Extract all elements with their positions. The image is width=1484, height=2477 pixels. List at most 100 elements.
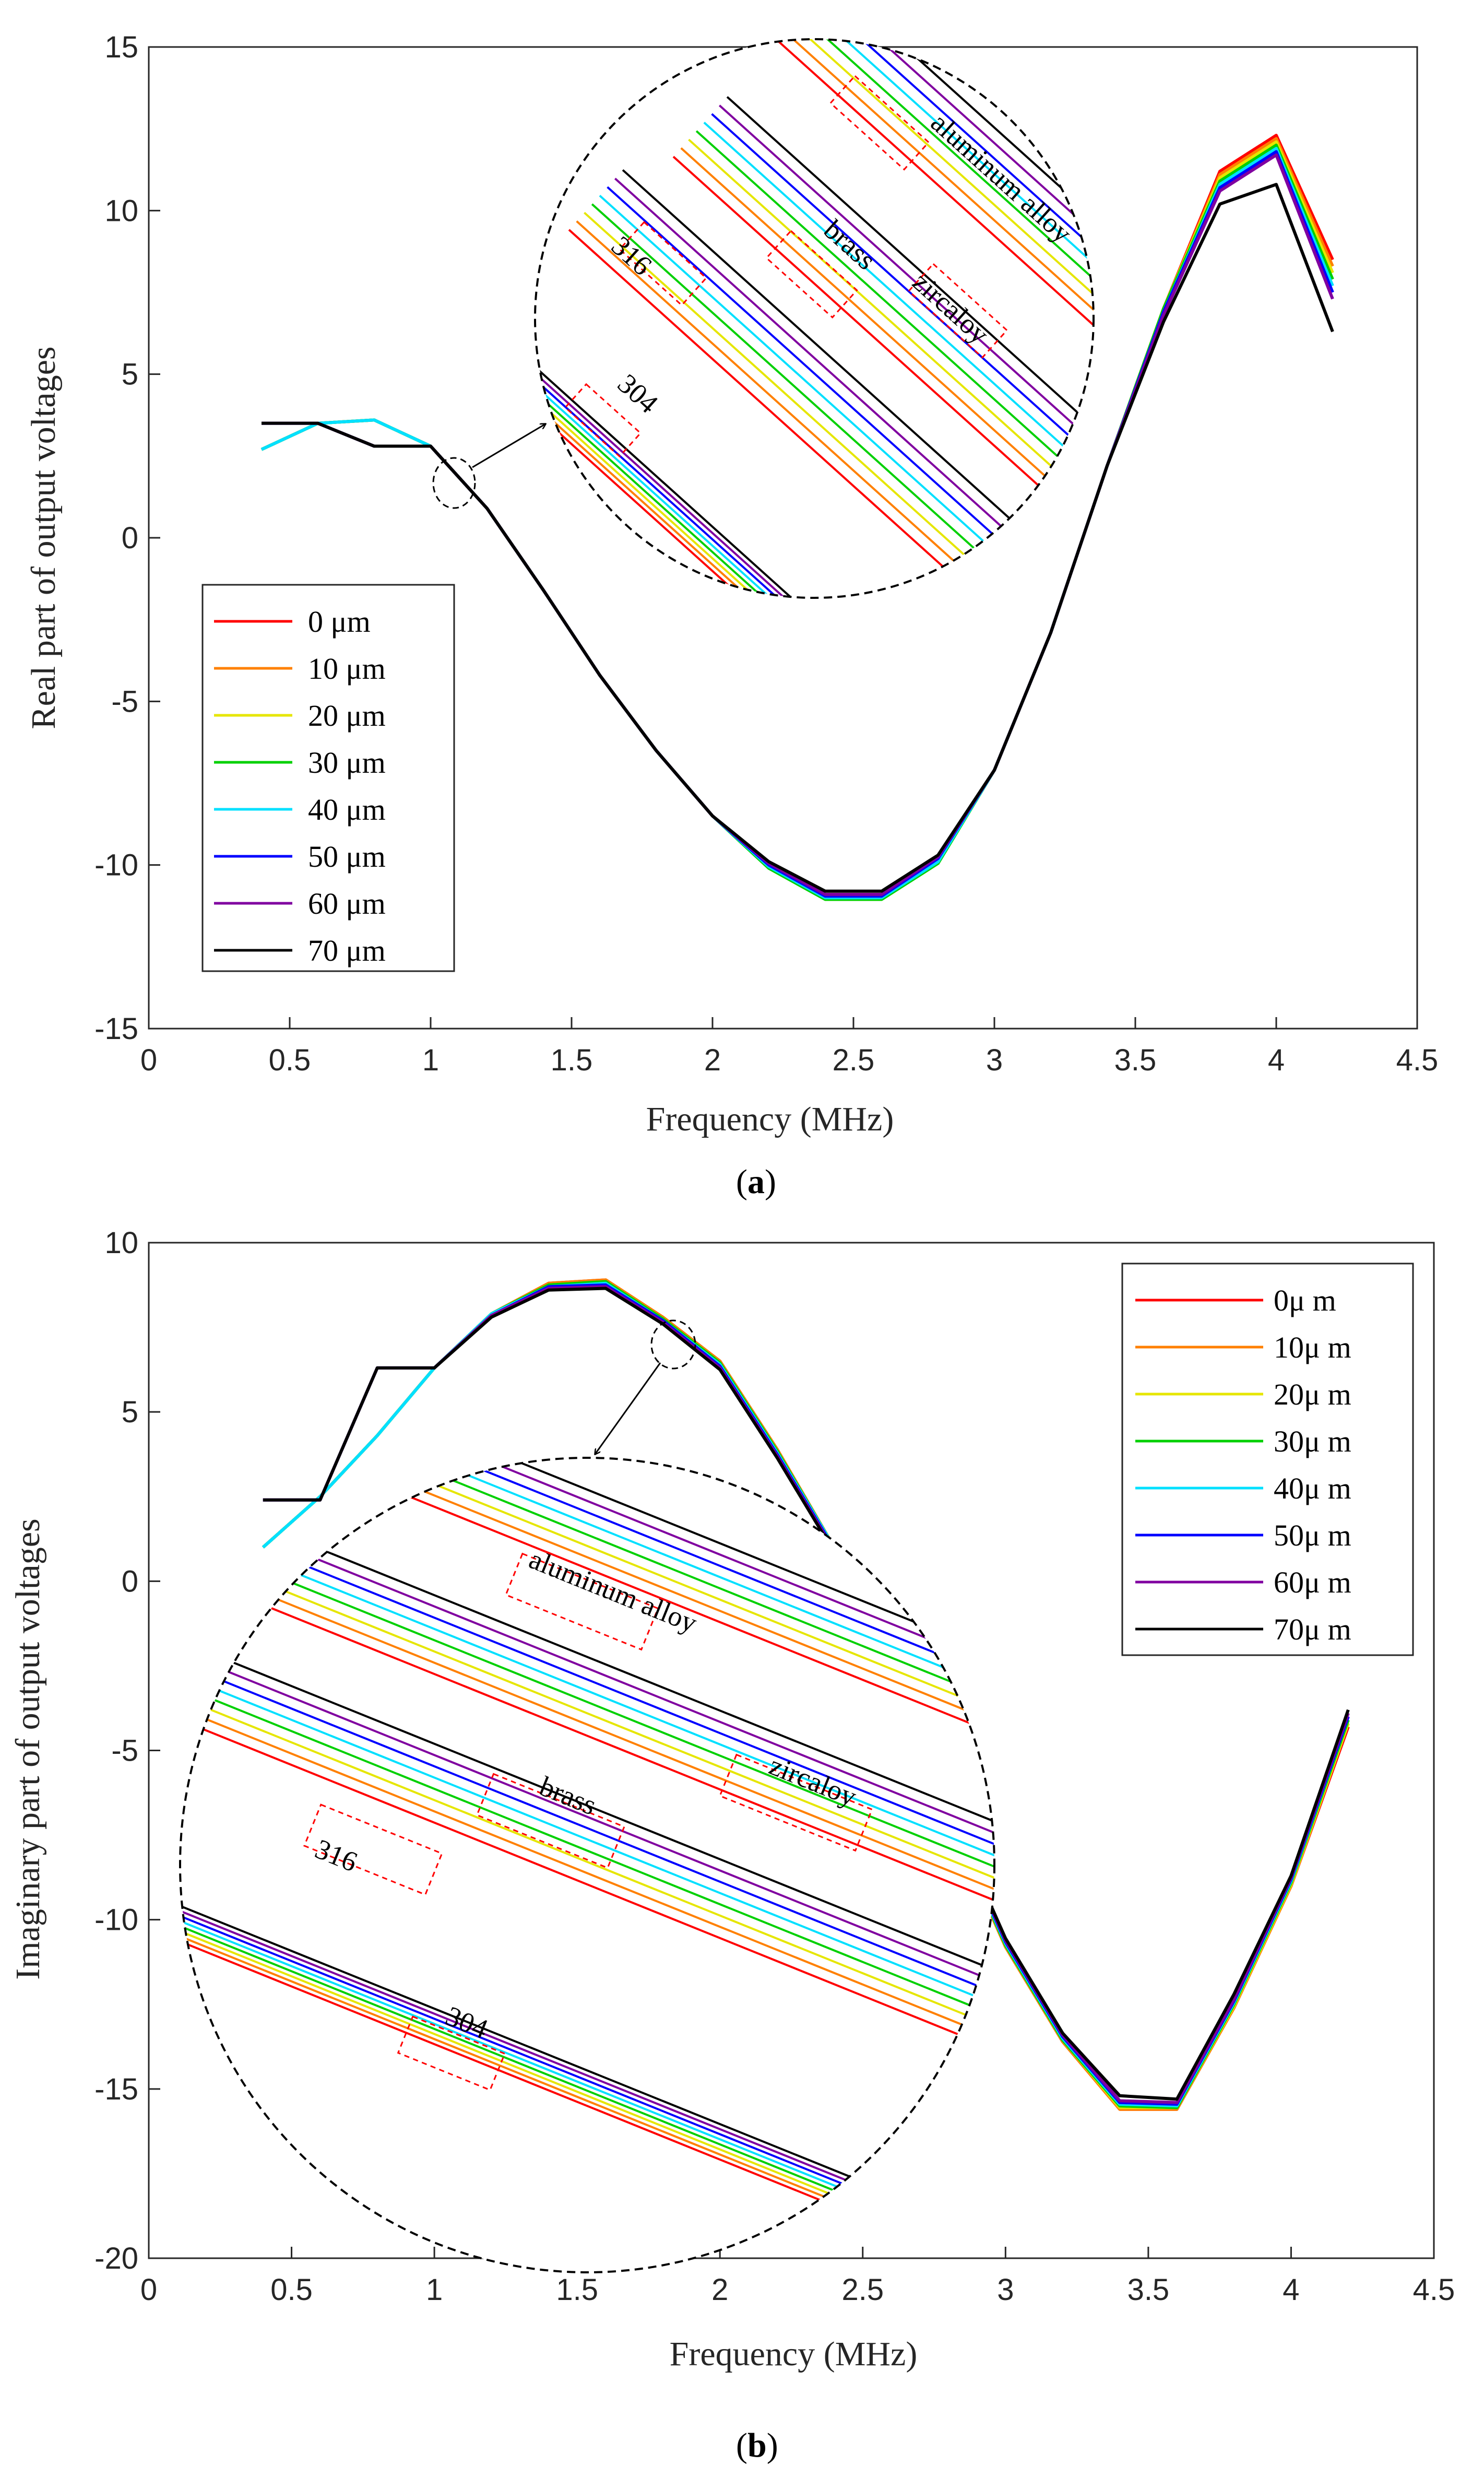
chart-b-zoom-aluminum-line-0 — [323, 1461, 994, 1815]
chart-b-zoom-brass-line-7 — [298, 1539, 994, 1894]
chart-b-xtick-label: 0 — [140, 2273, 157, 2307]
caption-b-open: ( — [736, 2426, 747, 2464]
chart-a-zoom-aluminum-line-4 — [797, 39, 1094, 383]
chart-a-legend-label-4: 40 μm — [308, 793, 386, 827]
chart-b-ytick-label: -15 — [94, 2072, 138, 2106]
chart-a-zoom-aluminum-line-7 — [820, 39, 1094, 357]
chart-b-xlabel: Frequency (MHz) — [670, 2335, 918, 2373]
chart-a-legend: 0 μm 10 μm 20 μm 30 μm 40 μm 50 μm 60 μm 70 μm — [201, 584, 455, 972]
chart-b-zoom-aluminum-line-5 — [342, 1458, 994, 1767]
chart-b-zoom-316-line-6 — [211, 1664, 994, 2018]
chart-a-xtick-label: 4.5 — [1396, 1043, 1439, 1077]
chart-a-xtick-label: 1 — [422, 1043, 439, 1077]
chart-a-ytick-label: -5 — [111, 685, 138, 718]
chart-a-zoom-304-line-2 — [535, 368, 930, 598]
chart-b-xtick-label: 2.5 — [841, 2273, 884, 2307]
chart-a-zoom-aluminum-line-5 — [805, 39, 1094, 374]
chart-a-ytick-label: 0 — [122, 521, 138, 555]
chart-b-zoom-aluminum-line-2 — [331, 1458, 994, 1796]
chart-a-zoom-316-line-3 — [591, 203, 1019, 589]
chart-b-zoom-circle — [179, 1457, 995, 2273]
chart-a: 0 0.5 1 1.5 2 2.5 3 3.5 4 4.5 15 10 5 0 -5 -10 -15 alumi… — [25, 30, 1438, 1201]
chart-b-legend-label-4: 40μ m — [1274, 1471, 1351, 1505]
chart-b-xtick-label: 4.5 — [1413, 2273, 1455, 2307]
chart-b-box-aluminum — [505, 1552, 659, 1651]
chart-a-zoom-304-line-1 — [535, 371, 927, 598]
chart-a-zoom-brass-line-2 — [688, 138, 1094, 525]
chart-b-zoom-316-line-2 — [195, 1703, 994, 2057]
chart-b-xtick-label: 1.5 — [556, 2273, 598, 2307]
chart-a-zoom-304-line-6 — [535, 354, 942, 598]
chart-b-zoom-brass-line-2 — [279, 1588, 994, 1942]
chart-a-zoom-brass-line-1 — [680, 147, 1094, 534]
chart-b-zoom-brass-line-0 — [271, 1607, 994, 1962]
chart-a-zoom-brass-line-0 — [672, 156, 1094, 542]
chart-a-zoom-304-line-3 — [535, 364, 933, 598]
caption-a: (a) — [736, 1163, 776, 1201]
chart-b-zoom-brass-line-6 — [294, 1549, 994, 1903]
chart-b-ylabel: Imaginary part of output voltages — [9, 1518, 47, 1979]
chart-a-series — [260, 134, 1334, 901]
chart-a-ylabel: Real part of output voltages — [25, 346, 63, 729]
chart-a-zoom-316-line-7 — [622, 169, 1050, 556]
chart-a-legend-label-6: 60 μm — [308, 887, 386, 921]
chart-b-legend-label-2: 20μ m — [1274, 1377, 1351, 1411]
chart-a-series-7 — [262, 183, 1334, 893]
chart-b-box-304 — [397, 2015, 506, 2091]
chart-b-zoom-316-line-0 — [187, 1722, 994, 2077]
chart-b: 0 0.5 1 1.5 2 2.5 3 3.5 4 4.5 10 5 0 -5 -10 -15 -20 alum… — [9, 1226, 1455, 2464]
chart-a-legend-label-3: 30 μm — [308, 746, 386, 780]
chart-b-series-7 — [263, 1287, 1350, 2101]
chart-b-ytick-label: -20 — [94, 2242, 138, 2275]
chart-a-zoom-circle — [534, 38, 1095, 599]
chart-b-zoom-aluminum-line-3 — [335, 1458, 994, 1786]
chart-b-box-brass — [476, 1773, 625, 1869]
chart-a-box-brass — [765, 229, 858, 319]
chart-b-zoom-aluminum-line-1 — [327, 1458, 994, 1806]
chart-a-zoom-316-line-1 — [576, 220, 1004, 598]
chart-b-zoom-inset: aluminum alloy brass zircaloy 316 304 — [179, 1457, 995, 2273]
chart-b-zoom-316-line-3 — [199, 1693, 994, 2047]
chart-a-zoom-brass-line-5 — [711, 113, 1094, 499]
chart-a-legend-label-1: 10 μm — [308, 652, 386, 686]
chart-a-box-316 — [619, 221, 707, 306]
chart-b-box-zircaloy — [719, 1753, 873, 1852]
chart-a-zoom-316-line-2 — [584, 211, 1012, 598]
chart-b-series — [262, 1278, 1350, 2111]
chart-a-ticks: 0 0.5 1 1.5 2 2.5 3 3.5 4 4.5 15 10 5 0 -5 -10 -15 — [94, 30, 1438, 1077]
chart-b-zoom-aluminum-line-4 — [339, 1458, 994, 1776]
chart-a-zoom-arrow — [472, 424, 545, 468]
chart-b-zoom-316-line-7 — [215, 1654, 994, 2009]
chart-a-legend-label-5: 50 μm — [308, 840, 386, 874]
chart-a-xtick-label: 1.5 — [551, 1043, 593, 1077]
chart-b-zoom-brass-line-4 — [287, 1568, 994, 1922]
caption-a-close: ) — [765, 1163, 776, 1201]
caption-b-close: ) — [767, 2426, 778, 2464]
chart-b-zoom-arrow — [595, 1362, 661, 1454]
chart-a-xlabel: Frequency (MHz) — [646, 1100, 894, 1138]
chart-b-legend-label-7: 70μ m — [1274, 1612, 1351, 1646]
chart-a-xtick-label: 3.5 — [1114, 1043, 1157, 1077]
chart-a-xtick-label: 2.5 — [833, 1043, 875, 1077]
chart-a-box-304 — [564, 383, 642, 458]
chart-b-ytick-label: -5 — [111, 1734, 138, 1768]
chart-b-legend-label-3: 30μ m — [1274, 1424, 1351, 1458]
chart-a-zoom-316-line-4 — [599, 195, 1027, 581]
chart-b-legend-label-6: 60μ m — [1274, 1565, 1351, 1599]
chart-a-zoom-aluminum-line-2 — [782, 39, 1094, 399]
chart-b-ytick-label: 10 — [104, 1226, 138, 1260]
chart-b-xtick-label: 4 — [1283, 2273, 1299, 2307]
chart-a-xtick-label: 4 — [1268, 1043, 1285, 1077]
chart-b-xtick-label: 3.5 — [1127, 2273, 1170, 2307]
chart-b-zoom-aluminum-line-7 — [350, 1458, 994, 1748]
chart-b-box-316 — [303, 1803, 443, 1896]
chart-b-legend-label-5: 50μ m — [1274, 1518, 1351, 1552]
chart-b-xtick-label: 1 — [426, 2273, 443, 2307]
chart-a-xtick-label: 2 — [704, 1043, 721, 1077]
chart-a-ytick-label: -15 — [94, 1012, 138, 1046]
chart-a-zoom-304-line-7 — [535, 350, 945, 598]
chart-a-zoom-316-line-0 — [568, 229, 996, 598]
chart-a-legend-label-2: 20 μm — [308, 699, 386, 733]
chart-a-box-zircaloy — [907, 263, 1008, 359]
chart-a-ytick-label: 10 — [104, 194, 138, 228]
